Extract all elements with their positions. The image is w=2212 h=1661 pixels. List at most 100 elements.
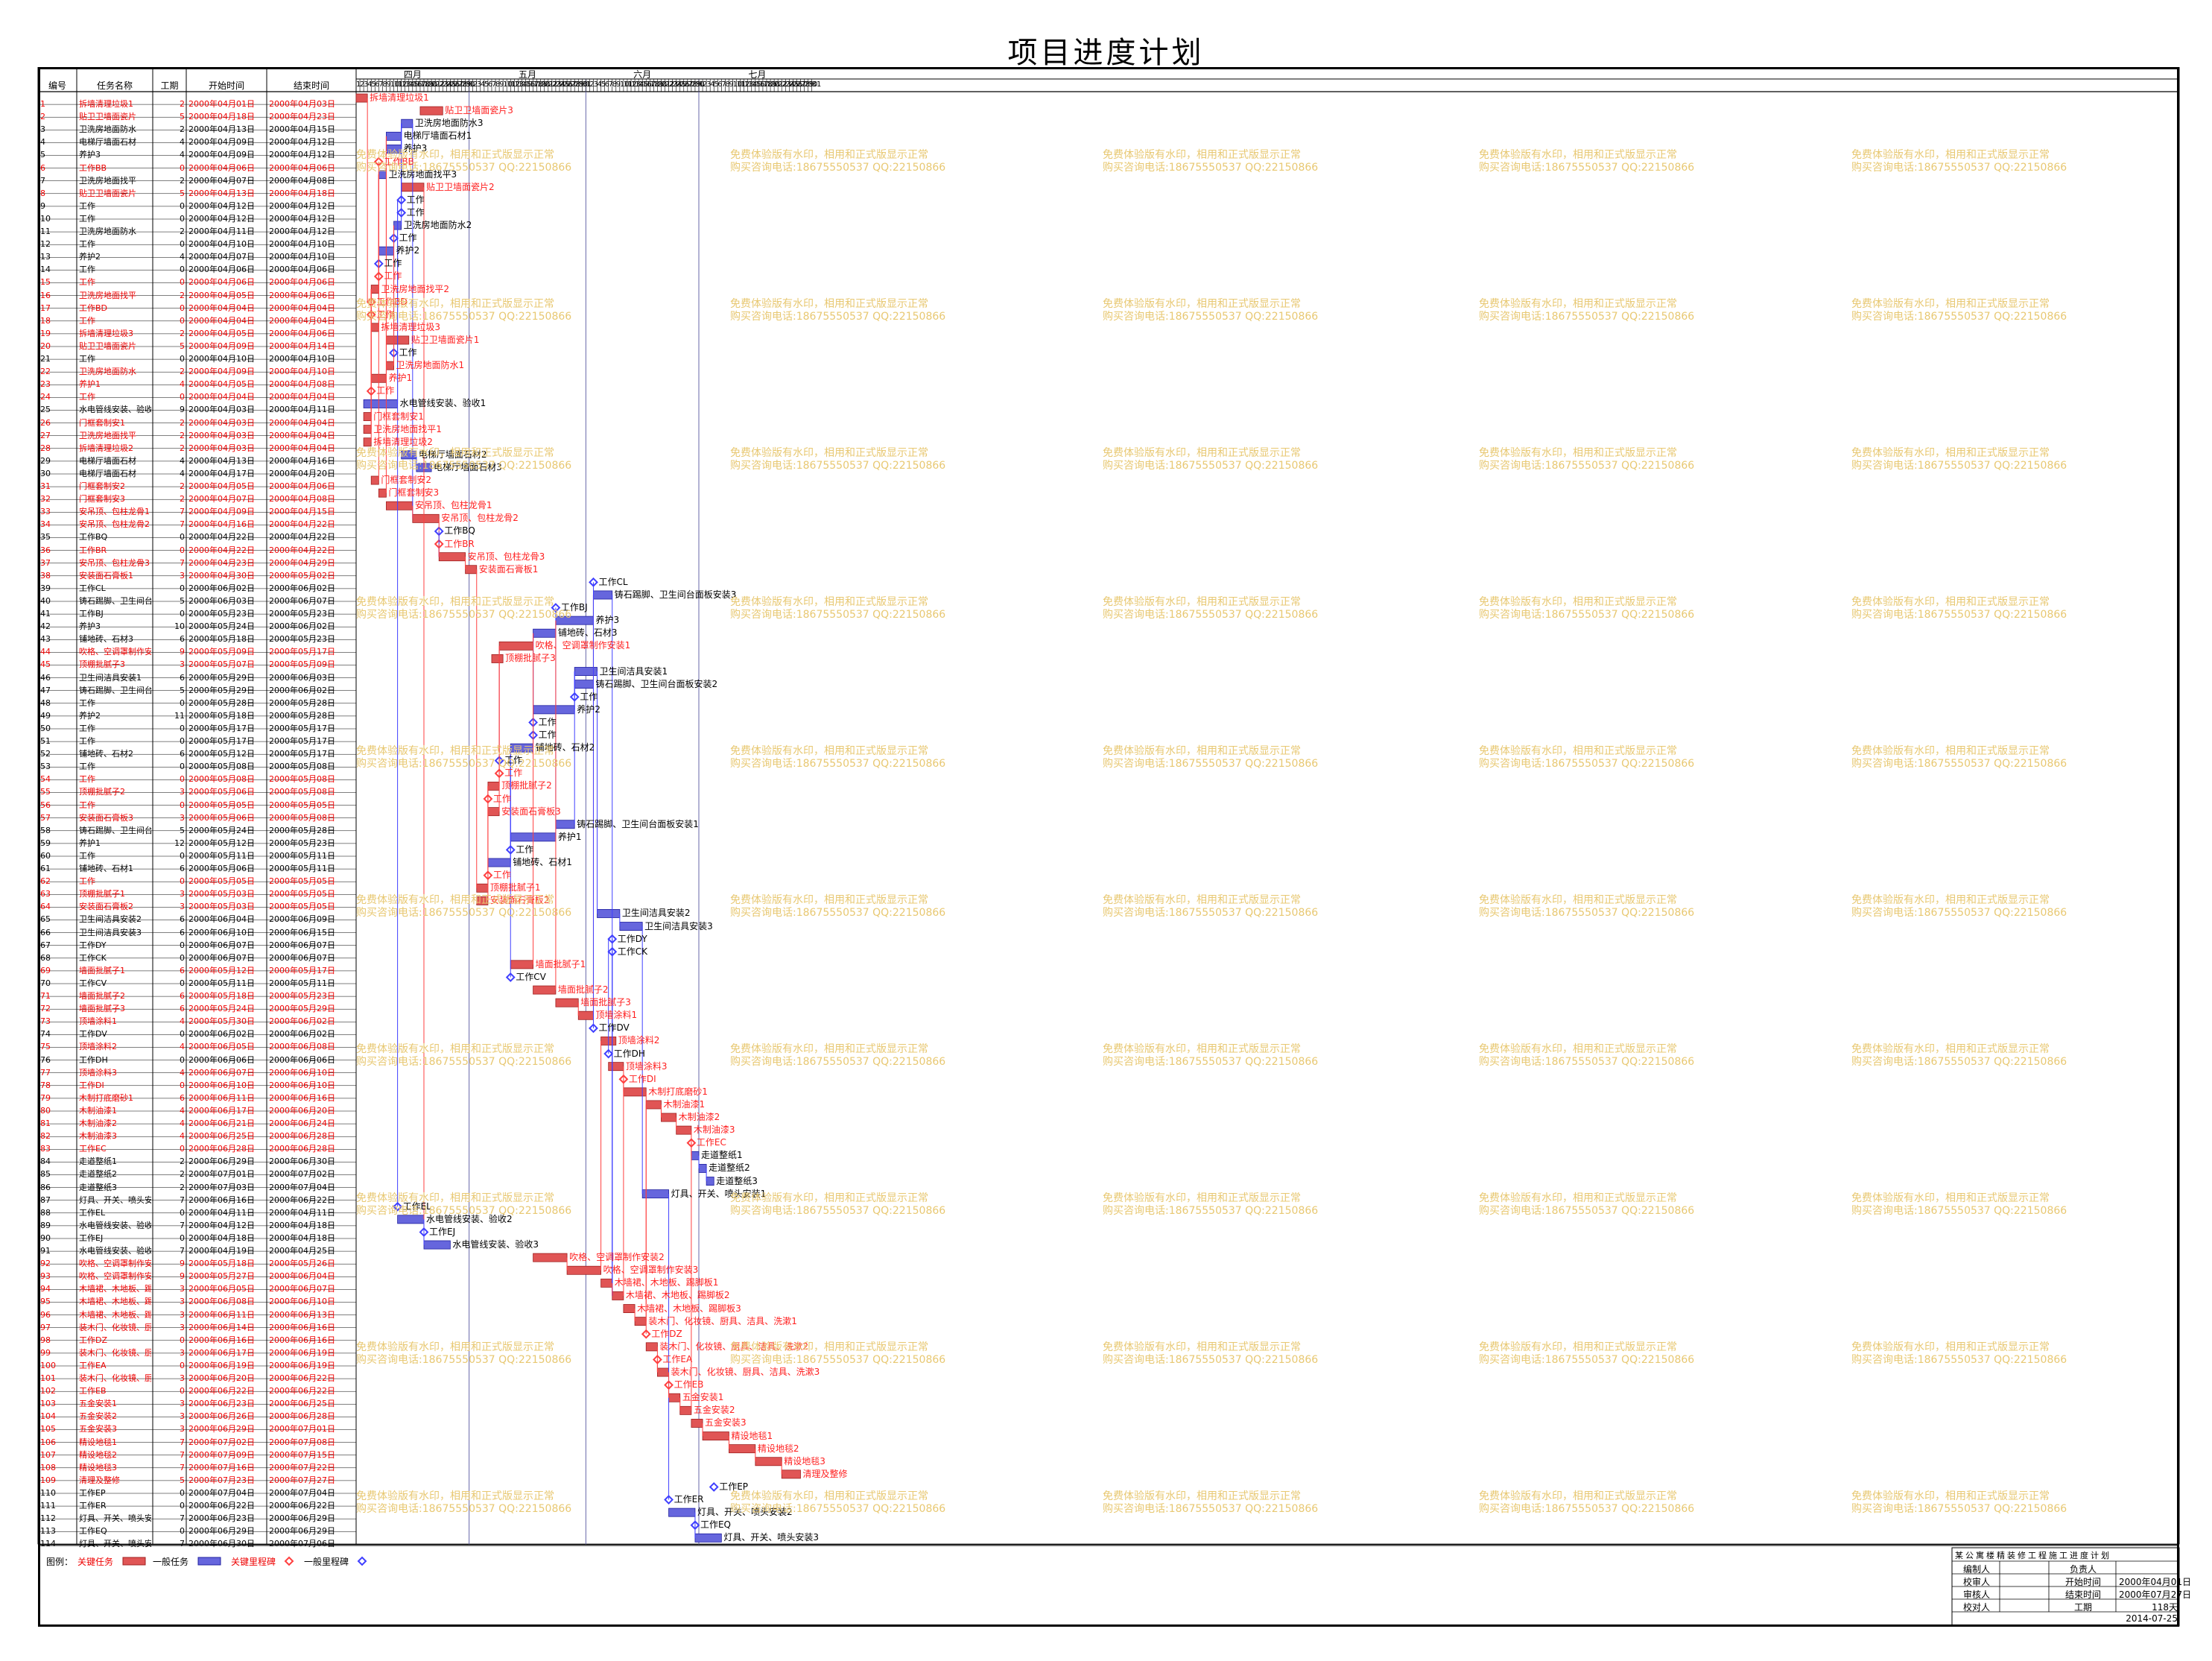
task-cell-id: 12 [40,239,51,250]
task-cell-name: 门框套制安3 [79,494,125,504]
day-label: 4 [480,80,486,89]
watermark-line: 购买咨询电话:18675550537 QQ:22150866 [730,1056,946,1068]
watermark: 免费体验版有水印，相用和正式版显示正常 购买咨询电话:18675550537 QQ… [730,894,945,920]
task-cell-start: 2000年06月29日 [188,1424,255,1434]
task-cell-dur: 0 [180,723,185,733]
task-cell-end: 2000年05月08日 [269,787,335,797]
gantt-bar-label: 工作 [492,793,511,804]
watermark-line: 免费体验版有水印，相用和正式版显示正常 [1851,149,2050,161]
task-cell-id: 40 [40,595,51,606]
task-cell-start: 2000年06月16日 [188,1335,255,1345]
watermark: 免费体验版有水印，相用和正式版显示正常 购买咨询电话:18675550537 QQ… [356,745,571,771]
watermark: 免费体验版有水印，相用和正式版显示正常 购买咨询电话:18675550537 QQ… [730,1341,945,1367]
task-cell-name: 木制油漆3 [79,1131,117,1142]
watermark-line: 购买咨询电话:18675550537 QQ:22150866 [356,609,572,621]
task-cell-name: 走道整纸1 [79,1157,117,1167]
task-cell-start: 2000年04月17日 [188,468,255,478]
task-cell-name: 工作EC [79,1144,107,1154]
gantt-bar-label: 卫洗房地面找平1 [373,423,442,434]
task-cell-end: 2000年06月03日 [269,672,335,683]
task-cell-dur: 0 [180,1029,185,1040]
task-cell-end: 2000年05月11日 [269,864,335,873]
watermark-line: 免费体验版有水印，相用和正式版显示正常 [1103,447,1301,459]
task-cell-start: 2000年06月08日 [188,1297,255,1307]
task-cell-start: 2000年05月28日 [188,697,255,708]
gantt-bar-label: 装木门、化妆镜、厨具、洁具、洗漱3 [671,1367,820,1377]
task-cell-end: 2000年04月10日 [269,239,335,250]
day-label: 7 [378,80,384,89]
task-cell-end: 2000年05月05日 [269,889,335,899]
task-cell-start: 2000年04月06日 [188,277,255,288]
watermark-line: 免费体验版有水印，相用和正式版显示正常 [356,1341,554,1353]
task-cell-id: 95 [40,1297,51,1307]
task-cell-name: 铸石踢脚、卫生间台面板安装3 [79,595,151,606]
watermark-line: 免费体验版有水印，相用和正式版显示正常 [1851,1192,2050,1204]
gantt-bar [363,412,372,422]
gantt-bar-label: 拆墙清理垃圾3 [381,321,440,332]
task-cell-start: 2000年04月04日 [188,303,255,313]
watermark: 免费体验版有水印，相用和正式版显示正常 购买咨询电话:18675550537 QQ… [1479,596,1694,621]
watermark: 免费体验版有水印，相用和正式版显示正常 购买咨询电话:18675550537 QQ… [730,298,945,323]
gantt-bar [702,1431,729,1441]
task-cell-dur: 0 [180,1080,185,1090]
task-cell-end: 2000年06月10日 [269,1297,335,1307]
task-cell-dur: 0 [180,850,185,861]
task-cell-name: 卫生间洁具安装3 [79,927,142,937]
gantt-bar [600,1278,613,1288]
task-cell-name: 卫洗房地面防水 [79,367,136,377]
watermark: 免费体验版有水印，相用和正式版显示正常 购买咨询电话:18675550537 QQ… [1851,1043,2067,1069]
task-cell-end: 2000年05月29日 [269,1004,335,1014]
gantt-bar-label: 工作EA [662,1353,693,1364]
watermark: 免费体验版有水印，相用和正式版显示正常 购买咨询电话:18675550537 QQ… [1851,745,2067,771]
task-cell-end: 2000年05月09日 [269,659,335,670]
watermark-line: 免费体验版有水印，相用和正式版显示正常 [730,596,928,608]
task-cell-id: 52 [40,749,51,759]
task-cell-id: 54 [40,774,51,785]
watermark-line: 购买咨询电话:18675550537 QQ:22150866 [356,460,572,472]
task-cell-end: 2000年04月04日 [269,443,335,453]
gantt-bar [498,641,533,651]
watermark: 免费体验版有水印，相用和正式版显示正常 购买咨询电话:18675550537 QQ… [1479,149,1694,174]
task-cell-id: 88 [40,1207,51,1218]
task-cell-end: 2000年06月15日 [269,927,335,937]
task-cell-name: 灯具、开关、喷头安装1 [79,1195,151,1205]
gantt-bar [623,1304,636,1314]
task-cell-start: 2000年05月07日 [188,659,255,670]
task-cell-start: 2000年05月11日 [188,850,255,861]
task-cell-end: 2000年04月06日 [269,162,335,173]
task-cell-dur: 0 [180,876,185,887]
task-cell-id: 65 [40,914,51,925]
task-cell-start: 2000年04月09日 [188,341,255,351]
watermark: 免费体验版有水印，相用和正式版显示正常 购买咨询电话:18675550537 QQ… [1851,596,2067,621]
task-cell-id: 19 [40,328,51,338]
task-cell-dur: 0 [180,1526,185,1537]
task-cell-id: 105 [40,1424,56,1434]
watermark-line: 购买咨询电话:18675550537 QQ:22150866 [1851,162,2067,174]
task-cell-name: 工作DY [79,940,107,950]
task-cell-id: 56 [40,800,51,810]
gantt-bar-label: 工作 [580,691,598,702]
task-cell-start: 2000年05月03日 [188,902,255,912]
watermark-line: 购买咨询电话:18675550537 QQ:22150866 [356,1503,572,1515]
gantt-bar [487,858,511,867]
task-cell-start: 2000年06月17日 [188,1347,255,1358]
task-cell-id: 37 [40,557,51,568]
task-cell-name: 工作DV [79,1029,107,1040]
gantt-bar [487,782,500,791]
watermark-line: 购买咨询电话:18675550537 QQ:22150866 [730,609,946,621]
task-cell-dur: 7 [180,1513,185,1524]
task-cell-start: 2000年06月02日 [188,583,255,593]
task-cell-id: 18 [40,315,51,326]
task-cell-start: 2000年06月07日 [188,1067,255,1078]
task-cell-end: 2000年04月25日 [269,1246,335,1256]
task-cell-dur: 7 [180,507,185,517]
task-cell-name: 安装面石膏板2 [79,902,133,912]
task-cell-start: 2000年05月17日 [188,723,255,733]
task-cell-name: 工作CV [79,978,107,988]
task-cell-end: 2000年05月17日 [269,749,335,759]
gantt-bar-label: 顶棚批腻子2 [501,780,552,791]
task-cell-start: 2000年06月22日 [188,1501,255,1510]
task-cell-end: 2000年04月12日 [269,227,335,236]
watermark-line: 购买咨询电话:18675550537 QQ:22150866 [356,1205,572,1217]
task-cell-dur: 0 [180,1207,185,1218]
